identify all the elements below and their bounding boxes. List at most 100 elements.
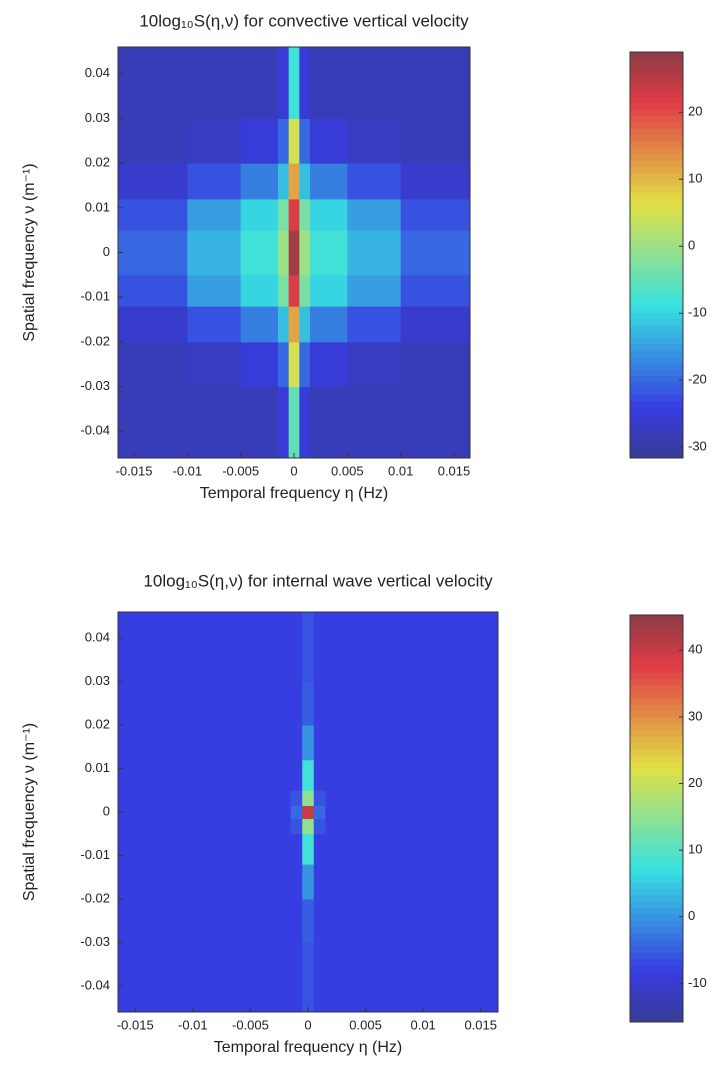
heatmap-cell [192, 805, 251, 820]
heatmap-cell [400, 306, 471, 343]
colorbar-swatch [630, 888, 683, 896]
colorbar-swatch [630, 204, 683, 212]
heatmap-cell [423, 833, 499, 865]
heatmap-cell [250, 790, 292, 806]
heatmap-cell [290, 942, 303, 1013]
heatmap-cell [290, 612, 303, 683]
heatmap-cell [313, 805, 326, 820]
colorbar-swatch [630, 964, 683, 972]
heatmap-cell [299, 341, 311, 388]
heatmap-cell [299, 274, 311, 307]
colorbar-swatch [630, 267, 683, 275]
colorbar-swatch [630, 83, 683, 91]
colorbar-swatch [630, 812, 683, 819]
heatmap-cell [365, 805, 424, 820]
heatmap-cell [299, 306, 311, 343]
heatmap-cell [423, 790, 499, 806]
colorbar-swatch [630, 958, 683, 966]
colorbar-tick-label: 40 [688, 642, 702, 657]
colorbar-swatch [630, 121, 683, 129]
heatmap-cell [325, 805, 367, 820]
colorbar-swatch [630, 875, 683, 883]
colorbar-swatch [630, 229, 683, 237]
heatmap-cell [347, 118, 402, 164]
colorbar-swatch [630, 109, 683, 116]
heatmap-cell [302, 833, 315, 865]
heatmap-cell [313, 864, 326, 900]
y-tick-label: -0.03 [80, 378, 110, 393]
heatmap-cell [187, 274, 242, 307]
colorbar-swatch [630, 882, 683, 889]
heatmap-cell [250, 681, 292, 726]
colorbar-swatch [630, 153, 683, 161]
x-tick-label: -0.015 [116, 463, 153, 478]
heatmap-cell [290, 805, 303, 820]
heatmap-cell [325, 898, 367, 943]
heatmap-cell [187, 230, 242, 276]
heatmap-cell [290, 759, 303, 791]
heatmap-cell [313, 818, 326, 835]
x-tick-label: -0.01 [173, 463, 203, 478]
heatmap-cell [423, 612, 499, 683]
colorbar-swatch [630, 134, 683, 142]
heatmap-cell [250, 818, 292, 835]
colorbar-swatch [630, 191, 683, 199]
heatmap-cell [118, 805, 194, 820]
y-tick-label: 0.03 [85, 110, 110, 125]
heatmap-cell [400, 118, 471, 164]
heatmap-cell [278, 163, 290, 200]
heatmap-cell [423, 805, 499, 820]
heatmap-cell [250, 864, 292, 900]
colorbar-swatch [630, 115, 683, 123]
heatmap-cell [278, 198, 290, 231]
heatmap-cell [192, 864, 251, 900]
colorbar-swatch [630, 235, 683, 243]
colorbar-swatch [630, 286, 683, 294]
heatmap-cell [290, 833, 303, 865]
heatmap-cell [118, 818, 194, 835]
colorbar-swatch [630, 438, 683, 446]
heatmap-cell [302, 790, 315, 806]
heatmap-cell [302, 805, 315, 820]
colorbar-swatch [630, 280, 683, 288]
heatmap-cell [310, 230, 348, 276]
heatmap-cell [310, 47, 348, 119]
colorbar-swatch [630, 901, 683, 909]
heatmap-cell [365, 725, 424, 761]
heatmap-cell [290, 898, 303, 943]
y-tick-label: -0.02 [80, 333, 110, 348]
heatmap-cell [290, 864, 303, 900]
colorbar-swatch [630, 780, 683, 788]
heatmap-cell [400, 230, 471, 276]
colorbar-swatch [630, 805, 683, 813]
colorbar-swatch [630, 178, 683, 186]
heatmap-cell [187, 306, 242, 343]
x-tick-label: 0 [290, 463, 297, 478]
heatmap-cell [313, 759, 326, 791]
y-axis-label: Spatial frequency ν (m⁻¹) [21, 163, 38, 341]
colorbar-swatch [630, 381, 683, 389]
heatmap-cell [313, 612, 326, 683]
colorbar-swatch [630, 983, 683, 991]
heatmap-cell [250, 725, 292, 761]
heatmap-cell [313, 681, 326, 726]
colorbar-swatch [630, 96, 683, 104]
heatmap-cell [192, 759, 251, 791]
heatmap-cell [313, 833, 326, 865]
heatmap-cell [365, 898, 424, 943]
colorbar-swatch [630, 172, 683, 180]
heatmap-cell [118, 864, 194, 900]
colorbar-swatch [630, 248, 683, 256]
heatmap-cell [118, 386, 188, 459]
heatmap-cell [288, 47, 300, 119]
heatmap-cell [310, 198, 348, 231]
colorbar-swatch [630, 445, 683, 453]
colorbar-swatch [630, 64, 683, 72]
colorbar-swatch [630, 369, 683, 377]
colorbar-swatch [630, 653, 683, 661]
heatmap-cell [400, 163, 471, 200]
heatmap-cell [299, 163, 311, 200]
colorbar-swatch [630, 939, 683, 947]
y-tick-label: 0.03 [85, 673, 110, 688]
